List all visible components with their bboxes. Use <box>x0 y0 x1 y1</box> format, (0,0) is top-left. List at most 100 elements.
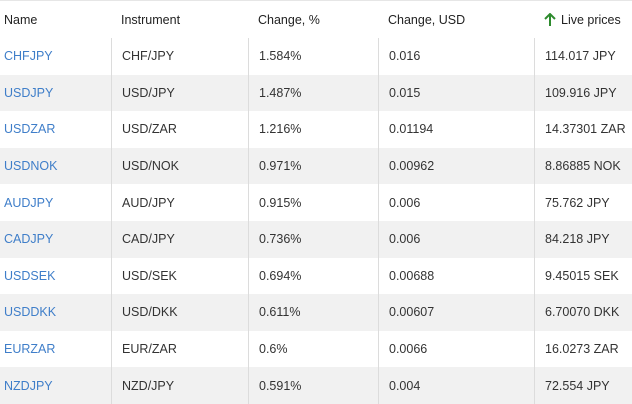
instrument-link[interactable]: USDSEK <box>4 268 56 283</box>
table-row: CHFJPY CHF/JPY 1.584% 0.016 114.017 JPY <box>0 38 632 75</box>
cell-text: 0.0066 <box>389 342 428 357</box>
cell-text: 6.70070 DKK <box>545 305 620 320</box>
table-row: USDDKK USD/DKK 0.611% 0.00607 6.70070 DKK <box>0 294 632 331</box>
table-row: NZDJPY NZD/JPY 0.591% 0.004 72.554 JPY <box>0 367 632 404</box>
table-cell: 16.0273 ZAR <box>534 330 632 368</box>
table-cell: AUD/JPY <box>111 184 248 221</box>
instrument-link[interactable]: USDNOK <box>4 159 58 174</box>
table-cell: USDDKK <box>0 294 111 331</box>
cell-text: 0.694% <box>259 268 302 283</box>
cell-text: CHF/JPY <box>122 49 175 64</box>
table-cell: CHF/JPY <box>111 38 248 75</box>
table-cell: 0.004 <box>378 367 534 404</box>
table-cell: 0.915% <box>248 184 378 221</box>
table-cell: 0.0066 <box>378 330 534 368</box>
table-cell: 0.00962 <box>378 147 534 185</box>
table-cell: 0.01194 <box>378 111 534 148</box>
cell-text: 0.01194 <box>389 122 434 137</box>
table-cell: EURZAR <box>0 331 111 368</box>
cell-text: 0.00962 <box>389 159 435 174</box>
table-cell: USDZAR <box>0 111 111 148</box>
cell-text: 8.86885 NOK <box>545 159 621 174</box>
table-cell: 114.017 JPY <box>534 38 632 75</box>
cell-text: 0.006 <box>389 195 421 210</box>
table-cell: 1.487% <box>248 74 378 112</box>
header-cell: Instrument <box>111 1 248 38</box>
cell-text: 0.971% <box>259 159 302 174</box>
instrument-link[interactable]: USDZAR <box>4 122 56 137</box>
cell-text: USD/JPY <box>122 85 175 100</box>
instrument-link[interactable]: EURZAR <box>4 342 56 357</box>
cell-text: 0.6% <box>259 342 288 357</box>
table-cell: 8.86885 NOK <box>534 147 632 185</box>
cell-text: 0.611% <box>259 305 301 320</box>
instrument-link[interactable]: USDDKK <box>4 305 57 320</box>
table-row: USDNOK USD/NOK 0.971% 0.00962 8.86885 NOK <box>0 147 632 185</box>
table-cell: 0.006 <box>378 184 534 221</box>
cell-text: USD/ZAR <box>122 122 177 137</box>
table-cell: 0.736% <box>248 221 378 258</box>
cell-text: NZD/JPY <box>122 378 175 393</box>
table-cell: 75.762 JPY <box>534 184 632 221</box>
cell-text: 109.916 JPY <box>545 85 617 100</box>
table-cell: 84.218 JPY <box>534 221 632 258</box>
table-cell: USD/DKK <box>111 294 248 331</box>
table-cell: USD/JPY <box>111 74 248 112</box>
cell-text: 0.00688 <box>389 268 435 283</box>
cell-text: USD/NOK <box>122 159 179 174</box>
cell-text: 114.017 JPY <box>545 49 616 64</box>
table-row: EURZAR EUR/ZAR 0.6% 0.0066 16.0273 ZAR <box>0 330 632 368</box>
header-cell: Live prices <box>534 1 632 38</box>
table-cell: EUR/ZAR <box>111 330 248 368</box>
table-cell: 0.694% <box>248 257 378 295</box>
cell-text: 0.736% <box>259 232 302 247</box>
instrument-link[interactable]: CADJPY <box>4 232 54 247</box>
header-text: Change, USD <box>388 12 466 27</box>
table-cell: 0.015 <box>378 74 534 112</box>
table-cell: USDNOK <box>0 148 111 185</box>
table-row: CADJPY CAD/JPY 0.736% 0.006 84.218 JPY <box>0 221 632 258</box>
table-cell: 6.70070 DKK <box>534 294 632 331</box>
table-cell: AUDJPY <box>0 184 111 221</box>
table-row: USDSEK USD/SEK 0.694% 0.00688 9.45015 SEK <box>0 257 632 295</box>
instrument-link[interactable]: CHFJPY <box>4 49 53 64</box>
header-text: Live prices <box>561 12 621 27</box>
cell-text: CAD/JPY <box>122 232 175 247</box>
table-cell: 72.554 JPY <box>534 367 632 404</box>
table-cell: 0.00607 <box>378 294 534 331</box>
cell-text: 75.762 JPY <box>545 195 610 210</box>
cell-text: USD/DKK <box>122 305 178 320</box>
header-text: Change, % <box>258 12 320 27</box>
instrument-link[interactable]: USDJPY <box>4 85 54 100</box>
table-cell: 1.584% <box>248 38 378 75</box>
header-cell: Change, % <box>248 1 378 38</box>
cell-text: USD/SEK <box>122 268 177 283</box>
instrument-link[interactable]: NZDJPY <box>4 378 53 393</box>
cell-text: 16.0273 ZAR <box>545 342 619 357</box>
cell-text: 0.915% <box>259 195 302 210</box>
table-cell: 109.916 JPY <box>534 74 632 112</box>
instrument-link[interactable]: AUDJPY <box>4 195 54 210</box>
cell-text: 1.584% <box>259 49 302 64</box>
table-cell: 0.00688 <box>378 257 534 295</box>
table-cell: 0.6% <box>248 330 378 368</box>
table-row: USDZAR USD/ZAR 1.216% 0.01194 14.37301 ZAR <box>0 111 632 148</box>
table-cell: USD/NOK <box>111 147 248 185</box>
header-text: Name <box>4 12 38 27</box>
cell-text: AUD/JPY <box>122 195 175 210</box>
header-text: Instrument <box>121 12 181 27</box>
table-cell: NZDJPY <box>0 367 111 404</box>
cell-text: EUR/ZAR <box>122 342 177 357</box>
table-cell: NZD/JPY <box>111 367 248 404</box>
table-cell: 0.591% <box>248 367 378 404</box>
table-row: USDJPY USD/JPY 1.487% 0.015 109.916 JPY <box>0 74 632 112</box>
cell-text: 14.37301 ZAR <box>545 122 626 137</box>
table-cell: CADJPY <box>0 221 111 258</box>
table-cell: 0.006 <box>378 221 534 258</box>
up-arrow-icon <box>544 12 556 26</box>
table-cell: USDJPY <box>0 75 111 112</box>
header-row: Name Instrument Change, % Change, USD Li… <box>0 1 632 38</box>
cell-text: 1.216% <box>259 122 302 137</box>
cell-text: 1.487% <box>259 85 302 100</box>
table-cell: 1.216% <box>248 111 378 148</box>
